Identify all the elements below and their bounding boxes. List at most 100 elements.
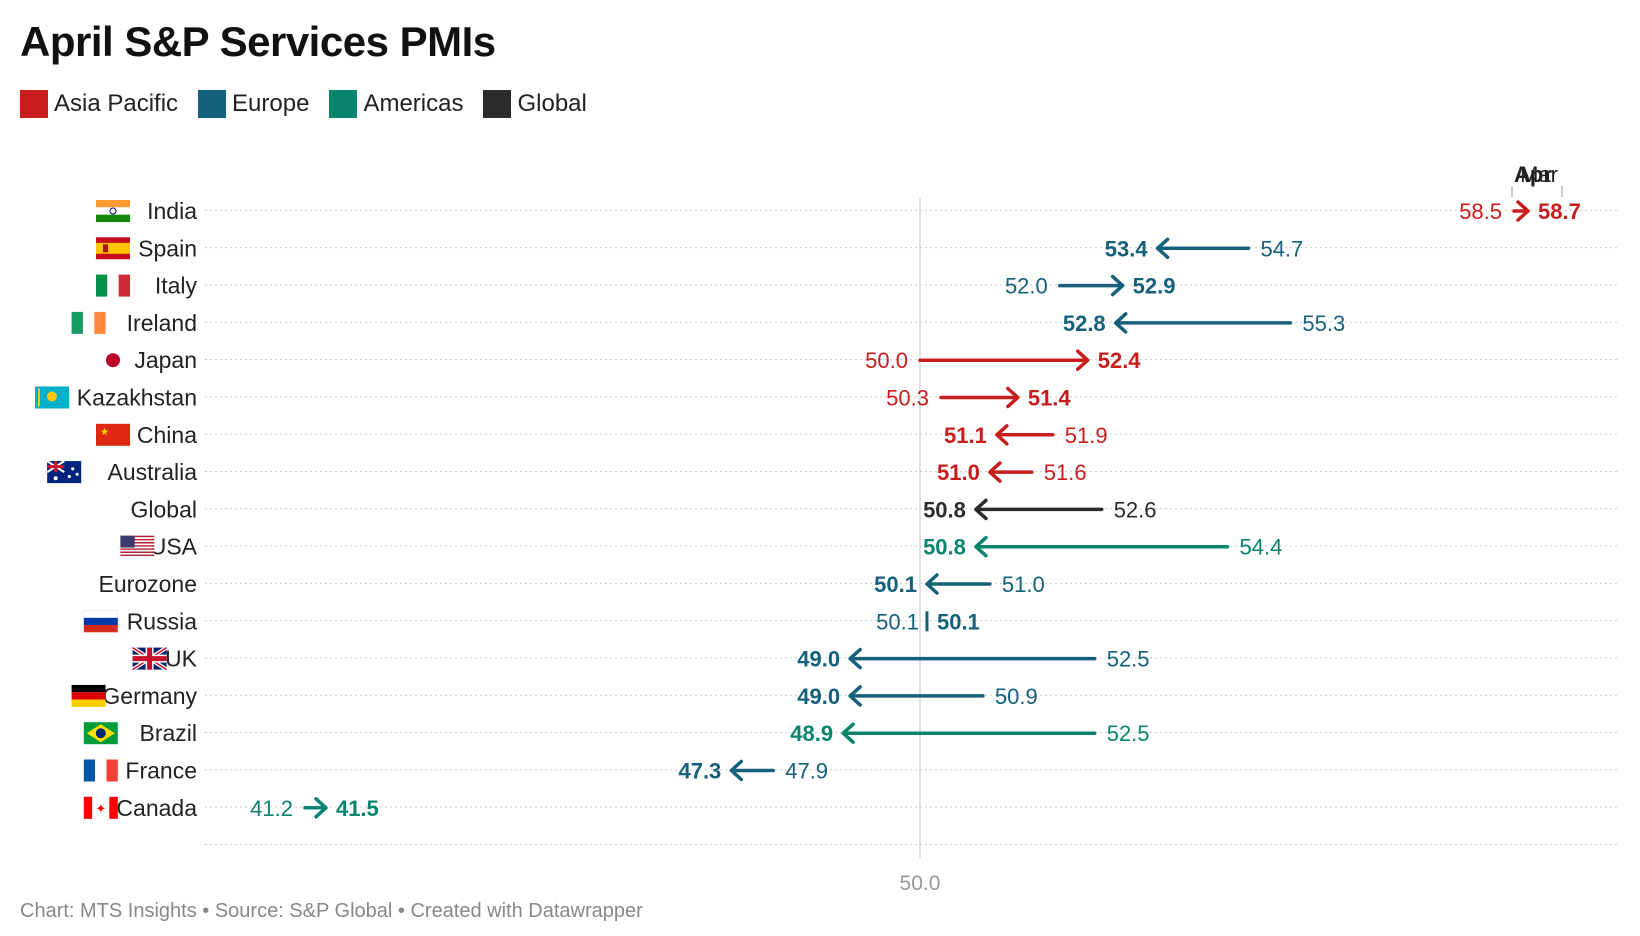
apr-value-brazil: 48.9 [790,721,833,746]
mar-value-italy: 52.0 [1005,274,1048,299]
apr-value-australia: 51.0 [937,460,980,485]
germany-flag-icon [71,684,106,707]
svg-text:★: ★ [100,427,109,438]
row-label-china: China [137,422,197,448]
legend-item-americas: Americas [329,90,463,118]
row-label-spain: Spain [138,235,197,261]
legend-item-global: Global [483,90,587,118]
legend-label-americas: Americas [363,90,464,117]
row-label-eurozone: Eurozone [99,571,197,597]
mar-value-ireland: 55.3 [1302,311,1345,336]
row-label-australia: Australia [108,459,198,485]
mar-value-france: 47.9 [785,759,828,784]
legend-swatch-americas [329,90,358,118]
mar-value-spain: 54.7 [1260,236,1303,261]
brazil-flag-icon [83,722,118,745]
mar-value-australia: 51.6 [1044,460,1087,485]
row-label-canada: Canada [116,795,197,821]
russia-flag-icon [83,610,119,633]
apr-value-global: 50.8 [923,497,966,522]
legend-label-global: Global [517,90,587,117]
legend-label-asia-pacific: Asia Pacific [54,90,179,117]
apr-value-japan: 52.4 [1098,348,1142,373]
key-from-label: Mar [1520,162,1558,187]
row-label-italy: Italy [155,273,198,299]
uk-flag-icon [131,645,168,672]
apr-value-germany: 49.0 [797,684,840,709]
row-label-ireland: Ireland [127,310,197,336]
mar-value-uk: 52.5 [1107,647,1150,672]
row-russia: Russia 50.1 50.1 [83,608,980,634]
row-label-uk: UK [165,646,198,672]
apr-value-canada: 41.5 [336,796,379,821]
arrow-head-usa [974,535,988,558]
legend-swatch-europe [198,90,227,118]
ireland-flag-icon [71,311,106,334]
key-to-label: Apr [1514,162,1552,187]
legend-item-europe: Europe [198,90,309,118]
row-spain: Spain 54.7 53.4 [96,235,1303,261]
svg-text:✦: ✦ [95,801,106,816]
mar-value-russia: 50.1 [876,609,919,634]
row-global: Global 52.6 50.8 [131,496,1157,522]
australia-flag-icon [46,460,82,484]
legend-label-europe: Europe [232,90,310,117]
arrow-head-brazil [841,722,855,744]
italy-flag-icon [96,274,130,297]
apr-value-usa: 50.8 [923,535,966,560]
arrow-head-italy [1110,274,1125,297]
arrow-head-china [995,424,1009,446]
arrow-head-global [974,498,988,521]
legend-swatch-asia-pacific [20,90,48,118]
row-kazakhstan: Kazakhstan 50.3 51.4 [35,385,1071,411]
arrow-head-australia [988,461,1002,483]
spain-flag-icon [96,237,130,260]
apr-value-ireland: 52.8 [1063,311,1106,336]
row-france: France 47.9 47.3 [83,758,828,784]
mar-value-global: 52.6 [1114,497,1157,522]
arrow-head-uk [848,647,862,670]
apr-value-france: 47.3 [678,759,721,784]
chart-footer: Chart: MTS Insights • Source: S&P Global… [20,900,643,922]
apr-value-spain: 53.4 [1105,236,1149,261]
arrow-head-india [1516,200,1530,222]
row-italy: Italy 52.0 52.9 [96,273,1175,299]
arrow-head-france [729,759,744,782]
arrow-head-eurozone [925,573,939,595]
mar-value-japan: 50.0 [865,348,908,373]
mar-value-usa: 54.4 [1239,535,1282,560]
apr-value-uk: 49.0 [797,647,840,672]
canada-flag-icon: ✦ [83,796,118,819]
row-label-russia: Russia [127,608,198,634]
row-label-brazil: Brazil [139,720,197,746]
arrow-head-kazakhstan [1006,386,1020,409]
arrow-head-spain [1155,237,1170,260]
arrow-head-germany [848,685,862,707]
row-japan: Japan 50.0 52.4 [106,347,1141,373]
row-label-japan: Japan [134,347,197,373]
row-label-global: Global [131,496,197,522]
japan-flag-icon [106,353,120,368]
row-ireland: Ireland 55.3 52.8 [71,310,1345,336]
apr-value-kazakhstan: 51.4 [1028,386,1072,411]
apr-value-china: 51.1 [944,423,987,448]
legend-item-asia-pacific: Asia Pacific [20,90,178,118]
row-eurozone: Eurozone 51.0 50.1 [99,571,1045,597]
row-label-germany: Germany [102,683,197,709]
mar-value-kazakhstan: 50.3 [886,386,929,411]
mar-value-brazil: 52.5 [1107,721,1150,746]
arrow-head-japan [1075,349,1090,371]
row-china: China ★ 51.9 51.1 [96,422,1108,448]
apr-value-italy: 52.9 [1133,274,1176,299]
row-germany: Germany 50.9 49.0 [71,683,1038,709]
row-label-usa: USA [150,534,198,560]
row-usa: USA 54.4 50.8 [120,534,1282,560]
apr-value-russia: 50.1 [937,609,980,634]
mar-value-china: 51.9 [1065,423,1108,448]
france-flag-icon [83,759,118,782]
legend-swatch-global [483,90,512,118]
x-axis-tick-label: 50.0 [900,872,941,895]
kazakhstan-flag-icon [35,386,69,409]
